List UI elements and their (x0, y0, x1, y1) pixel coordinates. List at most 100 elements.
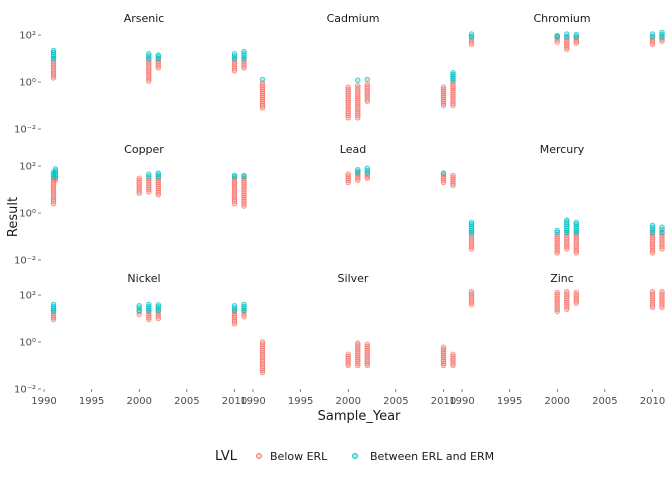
point-group-chromium-5 (564, 31, 570, 40)
data-point (355, 77, 361, 83)
legend-key-between-erl-erm (352, 453, 358, 459)
point-group-zinc-4 (649, 288, 656, 310)
point-group-arsenic-7 (231, 51, 238, 62)
data-point (554, 229, 560, 236)
point-group-silver-5 (450, 351, 456, 369)
y-axis-ticks: 10⁻² 10⁰ 10² 10⁻² 10⁰ 10² 10⁻² 10⁰ 10² (14, 31, 41, 396)
point-group-zinc-3 (573, 289, 579, 306)
panel-title-cadmium: Cadmium (327, 12, 380, 25)
legend-key-below-erl (256, 453, 262, 459)
data-point (345, 84, 351, 90)
data-point (146, 51, 152, 57)
point-group-mercury-6 (573, 230, 579, 256)
point-group-copper-12 (52, 166, 59, 180)
point-group-zinc-5 (659, 288, 665, 310)
panel-title-zinc: Zinc (550, 272, 574, 285)
point-group-lead-4 (364, 165, 370, 176)
point-group-mercury-1 (468, 219, 475, 236)
data-point (659, 224, 665, 230)
data-point (364, 165, 370, 171)
data-point (468, 219, 475, 226)
panel-zinc: Zinc (468, 272, 665, 315)
data-point (155, 170, 161, 176)
point-group-silver-2 (355, 340, 361, 369)
data-point (241, 48, 247, 55)
data-point (364, 76, 370, 83)
y-tick-label: 10² (19, 291, 36, 302)
data-point (155, 54, 161, 60)
data-point (364, 81, 370, 87)
point-group-mercury-3 (554, 227, 560, 236)
point-group-arsenic-9 (241, 48, 247, 62)
data-point (564, 288, 570, 295)
data-point (649, 288, 656, 295)
point-group-arsenic-1 (50, 47, 57, 62)
point-group-silver-4 (440, 344, 447, 369)
x-tick-label: 2010 (222, 396, 247, 407)
panel-copper: Copper (50, 143, 247, 209)
data-point (440, 84, 447, 90)
data-point (355, 168, 361, 175)
data-point (155, 172, 161, 178)
point-group-chromium-9 (649, 31, 656, 40)
data-point (259, 339, 266, 345)
x-tick-label: 1990 (240, 396, 265, 407)
panel-chromium: Chromium (468, 12, 665, 52)
data-point (468, 288, 475, 295)
data-point (241, 301, 247, 308)
x-axis-title: Sample_Year (318, 409, 401, 424)
data-point (355, 166, 361, 173)
panel-title-mercury: Mercury (540, 143, 585, 156)
point-group-arsenic-5 (155, 52, 161, 62)
data-point (573, 289, 579, 296)
point-group-mercury-11 (659, 224, 665, 236)
data-point (440, 170, 447, 176)
point-group-copper-6 (155, 170, 161, 180)
y-tick-label: 10⁰ (19, 338, 36, 349)
data-point (50, 301, 57, 308)
panel-mercury: Mercury (468, 143, 665, 256)
point-group-mercury-2 (554, 231, 560, 256)
data-point (450, 77, 456, 83)
point-group-cadmium-6 (364, 76, 370, 83)
y-tick-label: 10⁰ (19, 78, 36, 89)
data-point (259, 80, 266, 86)
point-group-cadmium-4 (355, 77, 361, 83)
point-group-nickel-3 (136, 303, 142, 314)
facet-panels: Arsenic Cadmium Chromium Copper Lead Mercury N… (50, 12, 665, 376)
point-group-copper-10 (241, 172, 247, 180)
data-point (649, 222, 656, 228)
point-group-copper-2 (136, 175, 142, 196)
point-group-chromium-1 (468, 31, 475, 40)
x-tick-label: 1990 (31, 396, 56, 407)
data-point (355, 82, 361, 89)
x-tick-label: 1995 (79, 396, 104, 407)
y-tick-label: 10⁰ (19, 209, 36, 220)
point-group-cadmium-7 (440, 84, 447, 109)
data-point (554, 32, 560, 39)
data-point (564, 31, 570, 37)
point-group-cadmium-8 (450, 79, 456, 109)
point-group-cadmium-3 (355, 82, 361, 121)
panel-title-arsenic: Arsenic (124, 12, 165, 25)
data-point (136, 175, 142, 181)
point-group-mercury-5 (564, 217, 570, 236)
data-point (155, 174, 161, 180)
data-point (573, 31, 579, 38)
y-tick-label: 10² (19, 162, 36, 173)
panel-arsenic: Arsenic (50, 12, 247, 84)
point-group-zinc-1 (554, 289, 560, 315)
y-axis-title: Result (6, 197, 21, 237)
panel-lead: Lead (340, 143, 456, 189)
data-point (440, 344, 447, 350)
x-tick-label: 1990 (449, 396, 474, 407)
x-tick-label: 1995 (497, 396, 522, 407)
point-group-silver-1 (345, 351, 351, 369)
x-tick-label: 1995 (288, 396, 313, 407)
point-group-chromium-7 (573, 31, 579, 40)
data-point (659, 288, 665, 295)
data-point (450, 172, 456, 179)
data-point (136, 303, 142, 309)
